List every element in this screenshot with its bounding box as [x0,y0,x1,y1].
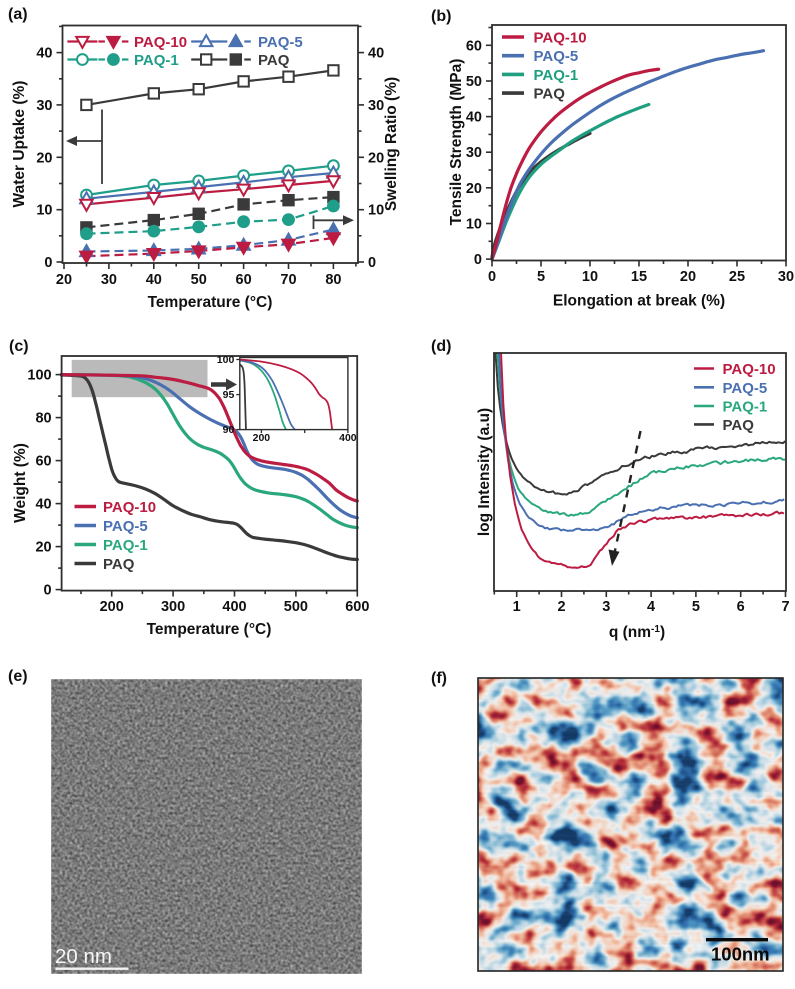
svg-text:20: 20 [368,150,384,166]
svg-text:Weight (%): Weight (%) [12,443,29,523]
svg-text:6: 6 [737,599,745,615]
svg-text:Water Uptake (%): Water Uptake (%) [11,81,28,208]
svg-text:400: 400 [339,432,357,444]
svg-text:30: 30 [368,98,384,114]
svg-text:PAQ-10: PAQ-10 [534,30,587,47]
svg-text:Swelling Ratio (%): Swelling Ratio (%) [383,77,400,211]
svg-text:log Intensity (a.u): log Intensity (a.u) [476,408,493,536]
svg-text:80: 80 [35,411,51,427]
svg-text:70: 70 [280,272,296,288]
svg-text:30: 30 [778,269,794,285]
svg-text:60: 60 [466,38,482,54]
svg-text:0: 0 [44,255,52,271]
svg-text:PAQ-10: PAQ-10 [103,499,156,516]
svg-text:(f): (f) [431,670,447,687]
svg-text:PAQ-1: PAQ-1 [534,67,579,84]
svg-text:400: 400 [222,599,246,615]
svg-text:Tensile Strength (MPa): Tensile Strength (MPa) [448,59,465,226]
svg-text:25: 25 [729,269,745,285]
svg-text:15: 15 [631,269,647,285]
svg-text:10: 10 [582,269,598,285]
svg-text:100: 100 [217,354,235,366]
svg-text:PAQ: PAQ [103,556,135,573]
svg-text:PAQ-5: PAQ-5 [258,34,303,51]
svg-text:PAQ: PAQ [534,86,566,103]
svg-text:5: 5 [537,269,545,285]
svg-text:4: 4 [647,599,655,615]
svg-text:20: 20 [680,269,696,285]
svg-text:Temperature (°C): Temperature (°C) [147,621,272,638]
svg-text:PAQ-1: PAQ-1 [103,537,148,554]
svg-text:100nm: 100nm [711,944,770,965]
svg-text:40: 40 [466,110,482,126]
svg-text:Temperature (°C): Temperature (°C) [148,294,273,311]
svg-text:20: 20 [466,181,482,197]
svg-text:PAQ-1: PAQ-1 [134,52,179,69]
svg-text:0: 0 [44,583,52,599]
svg-text:0: 0 [368,255,376,271]
svg-text:5: 5 [692,599,700,615]
svg-text:10: 10 [368,203,384,219]
svg-text:1: 1 [513,599,521,615]
svg-text:200: 200 [100,599,124,615]
svg-text:20: 20 [35,540,51,556]
svg-text:2: 2 [557,599,565,615]
svg-text:40: 40 [368,46,384,62]
svg-text:200: 200 [253,432,271,444]
svg-text:10: 10 [36,203,52,219]
svg-text:(a): (a) [8,6,28,23]
svg-text:PAQ-5: PAQ-5 [723,380,768,397]
svg-text:(c): (c) [9,338,29,355]
svg-text:40: 40 [146,272,162,288]
svg-text:PAQ-5: PAQ-5 [534,48,579,65]
svg-text:PAQ-10: PAQ-10 [723,361,776,378]
svg-text:10: 10 [466,217,482,233]
svg-text:100: 100 [27,368,51,384]
svg-text:30: 30 [36,98,52,114]
svg-text:PAQ-1: PAQ-1 [723,399,768,416]
svg-text:20: 20 [36,150,52,166]
svg-text:600: 600 [345,599,369,615]
svg-text:90: 90 [223,424,235,436]
svg-text:PAQ: PAQ [723,417,755,434]
svg-text:60: 60 [236,272,252,288]
svg-text:(b): (b) [431,8,451,25]
svg-text:60: 60 [35,454,51,470]
svg-text:20 nm: 20 nm [55,945,112,968]
svg-text:PAQ-10: PAQ-10 [134,34,187,51]
svg-text:(d): (d) [431,338,451,355]
svg-text:50: 50 [466,74,482,90]
svg-text:0: 0 [488,269,496,285]
svg-text:500: 500 [284,599,308,615]
svg-text:PAQ: PAQ [258,52,290,69]
svg-text:95: 95 [223,389,235,401]
svg-text:3: 3 [602,599,610,615]
svg-text:50: 50 [191,272,207,288]
svg-text:40: 40 [35,497,51,513]
svg-text:7: 7 [781,599,789,615]
svg-text:80: 80 [325,272,341,288]
svg-text:PAQ-5: PAQ-5 [103,518,148,535]
svg-text:Elongation at break (%): Elongation at break (%) [553,293,725,310]
svg-text:30: 30 [466,145,482,161]
svg-text:40: 40 [36,46,52,62]
svg-text:(e): (e) [8,668,28,685]
svg-text:300: 300 [161,599,185,615]
svg-text:20: 20 [56,272,72,288]
svg-text:30: 30 [101,272,117,288]
svg-text:0: 0 [474,252,482,268]
